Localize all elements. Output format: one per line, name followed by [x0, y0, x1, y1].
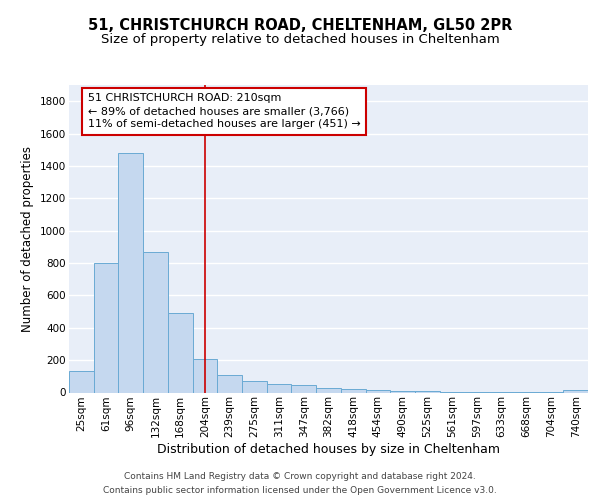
- Bar: [365, 390, 390, 392]
- Bar: [217, 374, 242, 392]
- Bar: [242, 381, 267, 392]
- Bar: [118, 153, 143, 392]
- Text: Contains public sector information licensed under the Open Government Licence v3: Contains public sector information licen…: [103, 486, 497, 495]
- Bar: [390, 391, 415, 392]
- Text: 51 CHRISTCHURCH ROAD: 210sqm
← 89% of detached houses are smaller (3,766)
11% of: 51 CHRISTCHURCH ROAD: 210sqm ← 89% of de…: [88, 93, 360, 130]
- Bar: [94, 263, 118, 392]
- Bar: [69, 372, 94, 392]
- Text: Size of property relative to detached houses in Cheltenham: Size of property relative to detached ho…: [101, 32, 499, 46]
- X-axis label: Distribution of detached houses by size in Cheltenham: Distribution of detached houses by size …: [157, 443, 500, 456]
- Bar: [341, 390, 365, 392]
- Text: Contains HM Land Registry data © Crown copyright and database right 2024.: Contains HM Land Registry data © Crown c…: [124, 472, 476, 481]
- Bar: [168, 313, 193, 392]
- Bar: [415, 391, 440, 392]
- Bar: [267, 384, 292, 392]
- Y-axis label: Number of detached properties: Number of detached properties: [22, 146, 34, 332]
- Bar: [563, 390, 588, 392]
- Bar: [143, 252, 168, 392]
- Bar: [193, 358, 217, 392]
- Bar: [316, 388, 341, 392]
- Text: 51, CHRISTCHURCH ROAD, CHELTENHAM, GL50 2PR: 51, CHRISTCHURCH ROAD, CHELTENHAM, GL50 …: [88, 18, 512, 32]
- Bar: [292, 385, 316, 392]
